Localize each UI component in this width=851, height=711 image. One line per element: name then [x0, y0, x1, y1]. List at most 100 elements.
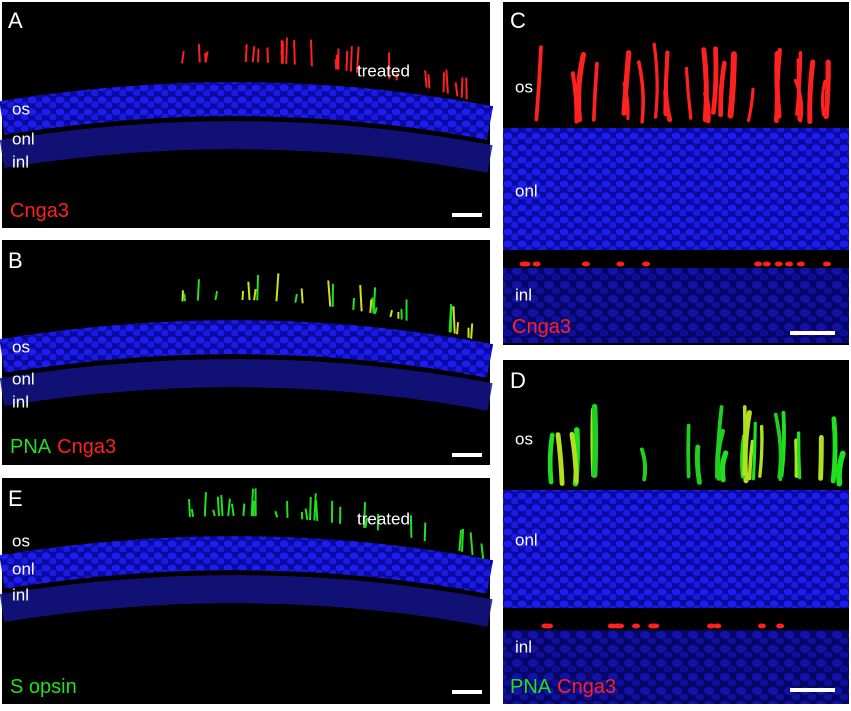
pedicle	[541, 624, 549, 629]
panel-letter: B	[8, 248, 23, 273]
pedicle	[523, 262, 531, 267]
pedicle	[776, 624, 784, 629]
pedicle	[797, 262, 805, 267]
outer-segment	[243, 504, 244, 516]
outer-segment	[184, 294, 185, 302]
outer-segment	[457, 322, 458, 334]
stain-name: PNA	[10, 436, 52, 458]
pedicle	[608, 624, 616, 629]
outer-segment	[665, 53, 667, 114]
outer-segment	[242, 291, 243, 300]
layer-label: inl	[12, 585, 29, 604]
outer-segment	[453, 306, 454, 333]
layer-label: os	[515, 429, 533, 448]
pedicle	[763, 262, 771, 267]
layer-label: onl	[12, 129, 35, 148]
outer-segment	[205, 492, 206, 516]
pedicle	[616, 262, 624, 267]
stain-name: PNA	[510, 676, 552, 698]
outer-segment	[302, 288, 303, 303]
layer-label: onl	[12, 369, 35, 388]
pedicle	[823, 262, 831, 267]
outer-segment	[189, 499, 190, 517]
outer-segment	[198, 279, 199, 300]
outer-segment	[314, 493, 315, 520]
stain-name: Cnga3	[512, 316, 571, 338]
stain-name: S opsin	[10, 676, 77, 698]
outer-segment	[799, 433, 800, 477]
outer-segment	[346, 51, 347, 71]
layer-label: onl	[12, 559, 35, 578]
outer-segment	[370, 300, 371, 313]
outer-segment	[267, 47, 268, 62]
stain-label: Cnga3	[10, 200, 69, 222]
layer-label: inl	[12, 392, 29, 411]
outer-segment	[443, 72, 444, 92]
outer-segment	[257, 275, 258, 300]
outer-segment	[311, 40, 312, 67]
layer-label: os	[12, 337, 30, 356]
onl-layer	[503, 128, 849, 250]
stain-label: S opsin	[10, 676, 77, 698]
panel: Eos onl inl treated S opsin	[2, 478, 490, 704]
outer-segment	[833, 419, 835, 481]
onl-layer	[503, 490, 849, 608]
outer-segment	[462, 78, 463, 98]
outer-segment	[310, 497, 311, 520]
panel-letter: C	[510, 8, 526, 33]
outer-segment	[796, 440, 797, 475]
pedicle	[775, 262, 783, 267]
outer-segment	[411, 515, 412, 538]
annotation: treated	[357, 509, 410, 528]
stain-name: Cnga3	[557, 676, 616, 698]
layer-label: os	[12, 531, 30, 550]
layer-label: os	[515, 77, 533, 96]
stain-label: Cnga3	[512, 316, 571, 338]
panel-letter: D	[510, 368, 526, 393]
outer-segment	[826, 62, 828, 116]
pedicle	[713, 624, 721, 629]
panel: Aos onl inl treated Cnga3	[2, 2, 490, 228]
layer-label: onl	[515, 530, 538, 549]
stain-name: Cnga3	[10, 200, 69, 222]
stain-name: Cnga3	[57, 436, 116, 458]
pedicle	[582, 262, 590, 267]
outer-segment	[199, 44, 200, 62]
layer-label: inl	[12, 152, 29, 171]
outer-segment	[351, 46, 352, 71]
layer-label: inl	[515, 637, 532, 656]
pedicle	[651, 624, 659, 629]
panel-letter: E	[8, 486, 23, 511]
outer-segment	[248, 282, 249, 300]
outer-segment	[697, 447, 699, 482]
outer-segment	[713, 49, 716, 113]
outer-segment	[550, 435, 552, 482]
outer-segment	[246, 44, 247, 62]
pedicle	[785, 262, 793, 267]
annotation: treated	[357, 61, 410, 80]
pedicle	[616, 624, 624, 629]
pedicle	[533, 262, 541, 267]
outer-segment	[294, 40, 295, 64]
pedicle	[754, 262, 762, 267]
outer-segment	[462, 529, 463, 552]
layer-label: os	[12, 99, 30, 118]
panel-letter: A	[8, 8, 23, 33]
outer-segment	[821, 438, 822, 479]
outer-segment	[595, 407, 596, 476]
pedicle	[758, 624, 766, 629]
outer-segment	[730, 54, 733, 115]
outer-segment	[253, 501, 254, 516]
outer-segment	[252, 489, 253, 516]
outer-segment	[221, 495, 222, 516]
outer-segment	[744, 407, 745, 474]
outer-segment	[353, 298, 354, 310]
outer-segment	[776, 92, 778, 120]
layer-label: onl	[515, 181, 538, 200]
outer-segment	[428, 74, 429, 88]
outer-segment	[425, 523, 426, 542]
